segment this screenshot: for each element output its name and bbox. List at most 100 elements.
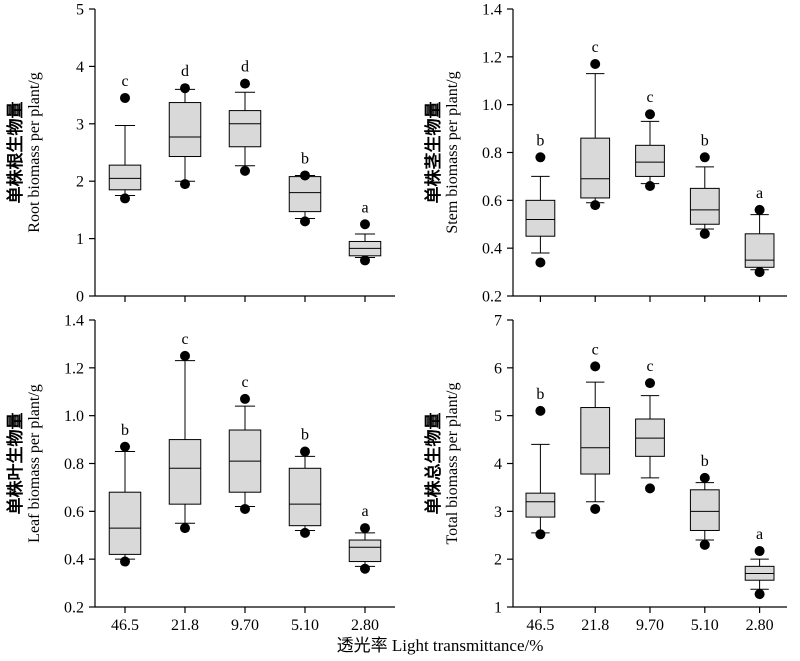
- outlier-point: [699, 228, 710, 239]
- y-axis-title-cn: 单株总生物量: [423, 413, 443, 515]
- box-iqr: [525, 492, 556, 518]
- x-tick-label: 9.70: [636, 617, 664, 634]
- box-5.10: b: [689, 453, 720, 550]
- y-tick-label: 2: [76, 174, 84, 191]
- box-iqr: [744, 233, 775, 268]
- outlier-point: [180, 523, 190, 534]
- outlier-point: [120, 441, 130, 452]
- box-2.80: a: [744, 185, 775, 278]
- box-46.5: b: [525, 132, 556, 268]
- outlier-point: [300, 446, 310, 457]
- significance-letter: b: [301, 150, 309, 167]
- significance-letter: b: [536, 386, 544, 403]
- box-iqr: [635, 144, 665, 177]
- box-21.8: c: [580, 341, 611, 514]
- box-iqr: [348, 539, 382, 563]
- significance-letter: c: [592, 39, 599, 56]
- box-iqr: [288, 467, 322, 527]
- y-axis-title-cn: 单株根生物量: [5, 102, 25, 204]
- x-tick-label: 46.5: [526, 617, 554, 634]
- y-tick-label: 1.4: [482, 2, 502, 19]
- y-tick-label: 0.8: [482, 145, 502, 162]
- box-2.80: a: [744, 526, 775, 600]
- y-tick-label: 0.6: [64, 504, 84, 521]
- significance-letter: a: [756, 526, 763, 543]
- box-iqr: [168, 439, 202, 505]
- x-tick-label: 21.8: [581, 617, 609, 634]
- y-tick-label: 4: [76, 59, 84, 76]
- significance-letter: c: [646, 89, 653, 106]
- outlier-point: [754, 546, 765, 557]
- outlier-point: [754, 204, 765, 215]
- box-iqr: [580, 407, 611, 475]
- y-tick-label: 1.2: [64, 360, 84, 377]
- significance-letter: c: [592, 341, 599, 358]
- box-5.10: b: [288, 150, 322, 227]
- outlier-point: [180, 179, 190, 190]
- box-iqr: [108, 491, 142, 555]
- outlier-point: [360, 219, 370, 230]
- outlier-point: [535, 405, 546, 416]
- box-21.8: c: [580, 39, 611, 211]
- x-tick-label: 5.10: [691, 617, 719, 634]
- y-tick-label: 1.4: [64, 313, 84, 330]
- outlier-point: [360, 563, 370, 574]
- x-axis-title: 透光率 Light transmittance/%: [337, 636, 544, 655]
- panel-top-left: 0 1 2 3 4 5 单株根生物量 Root biomass per plant/g c d d b…: [5, 2, 395, 306]
- y-tick-label: 1: [494, 600, 502, 617]
- outlier-point: [240, 393, 250, 404]
- significance-letter: a: [756, 185, 763, 202]
- box-46.5: b: [525, 386, 556, 540]
- outlier-point: [754, 267, 765, 278]
- outlier-point: [645, 180, 655, 191]
- significance-letter: a: [361, 199, 368, 216]
- y-tick-label: 0.4: [482, 241, 502, 258]
- outlier-point: [240, 165, 250, 176]
- significance-letter: c: [121, 73, 128, 90]
- y-tick-label: 5: [494, 408, 502, 425]
- x-tick-label: 2.80: [746, 617, 774, 634]
- y-tick-label: 2: [494, 552, 502, 569]
- box-21.8: d: [168, 63, 202, 190]
- outlier-point: [590, 59, 601, 70]
- y-tick-label: 1: [76, 231, 84, 248]
- box-9.70: c: [635, 89, 665, 191]
- panel-top-right: 0.2 0.4 0.6 0.8 1.0 1.2 1.4 单株茎生物量 Stem biomass …: [423, 2, 787, 306]
- box-5.10: b: [288, 427, 322, 538]
- box-9.70: c: [228, 374, 262, 514]
- significance-letter: b: [701, 132, 709, 149]
- y-tick-label: 0.4: [64, 552, 84, 569]
- x-tick-label: 46.5: [111, 617, 139, 634]
- outlier-point: [590, 503, 601, 514]
- outlier-point: [360, 523, 370, 534]
- y-tick-label: 3: [76, 116, 84, 133]
- y-tick-label: 6: [494, 360, 502, 377]
- outlier-point: [645, 483, 655, 494]
- box-iqr: [168, 102, 202, 158]
- y-tick-label: 7: [494, 313, 502, 330]
- significance-letter: b: [536, 132, 544, 149]
- y-axis-title-en: Total biomass per plant/g: [444, 383, 461, 545]
- outlier-point: [300, 170, 310, 181]
- outlier-point: [300, 527, 310, 538]
- panel-bottom-right: 1 2 3 4 5 6 7 46.5 21.8 9.70 5.10 2.80 单株总生物量 Total b…: [423, 313, 787, 634]
- significance-letter: c: [646, 358, 653, 375]
- panel-bottom-left: 0.2 0.4 0.6 0.8 1.0 1.2 1.4 46.5 21.8 9.70 5.10 2.8…: [5, 313, 395, 634]
- outlier-point: [120, 556, 130, 567]
- outlier-point: [699, 539, 710, 550]
- y-tick-label: 5: [76, 2, 84, 19]
- x-tick-label: 2.80: [351, 617, 379, 634]
- y-axis-title-cn: 单株叶生物量: [5, 413, 25, 515]
- box-46.5: c: [108, 73, 142, 204]
- box-iqr: [525, 199, 556, 237]
- x-tick-label: 9.70: [231, 617, 259, 634]
- y-tick-label: 0.8: [64, 456, 84, 473]
- box-9.70: d: [228, 59, 262, 176]
- outlier-point: [754, 589, 765, 600]
- y-tick-label: 0.2: [64, 600, 84, 617]
- outlier-point: [535, 257, 546, 268]
- box-21.8: c: [168, 331, 202, 534]
- box-iqr: [228, 110, 262, 148]
- box-iqr: [580, 137, 611, 199]
